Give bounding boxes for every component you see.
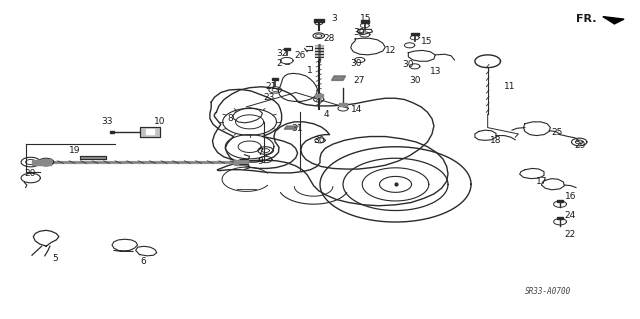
Polygon shape [234,160,248,165]
Text: 30: 30 [351,59,362,68]
Text: 30: 30 [410,76,421,85]
Text: 7: 7 [257,148,263,157]
Text: 22: 22 [564,230,576,239]
Text: 27: 27 [353,76,365,85]
Text: 25: 25 [552,128,563,137]
Polygon shape [339,103,347,106]
Text: 10: 10 [154,117,165,126]
Text: 23: 23 [264,93,275,102]
Text: 29: 29 [575,141,586,150]
Polygon shape [45,161,243,163]
Text: 20: 20 [24,169,36,178]
Text: 3: 3 [332,14,337,23]
Text: 15: 15 [360,14,371,23]
Polygon shape [284,48,290,50]
Polygon shape [603,17,624,24]
Text: 26: 26 [294,51,306,60]
Polygon shape [411,33,419,35]
Text: 5: 5 [52,254,58,263]
Text: 4: 4 [324,110,330,119]
Polygon shape [110,131,114,133]
Text: 18: 18 [490,137,501,145]
Polygon shape [361,20,369,23]
Polygon shape [272,78,278,80]
Polygon shape [557,200,563,202]
Text: 33: 33 [101,117,113,126]
Text: 30: 30 [402,60,413,69]
Text: 28: 28 [324,34,335,43]
Polygon shape [332,76,346,80]
Polygon shape [42,159,51,165]
Text: 19: 19 [69,146,81,155]
Polygon shape [140,127,160,137]
Text: 1: 1 [307,66,313,75]
Polygon shape [314,19,324,22]
Text: 6: 6 [141,257,147,266]
Text: 16: 16 [564,192,576,201]
Polygon shape [32,160,46,165]
Text: 30: 30 [353,28,365,37]
Text: 30: 30 [314,137,325,145]
Text: 8: 8 [227,114,233,123]
Text: 21: 21 [266,82,277,91]
Text: 13: 13 [430,67,442,76]
Polygon shape [284,126,298,129]
Polygon shape [80,156,106,159]
Text: 31: 31 [291,124,303,133]
Text: 12: 12 [385,46,397,55]
Polygon shape [146,129,154,134]
Polygon shape [557,217,563,219]
Polygon shape [315,45,323,57]
Text: 24: 24 [564,211,576,220]
Text: SR33-A0700: SR33-A0700 [525,287,571,296]
Text: 14: 14 [351,105,362,114]
Polygon shape [315,94,323,97]
Text: 2: 2 [276,59,282,68]
Text: 9: 9 [257,157,263,166]
Text: 11: 11 [504,82,516,91]
Text: FR.: FR. [576,14,596,24]
Text: 15: 15 [421,37,433,46]
Text: 32: 32 [276,49,288,58]
Text: 17: 17 [536,177,548,186]
